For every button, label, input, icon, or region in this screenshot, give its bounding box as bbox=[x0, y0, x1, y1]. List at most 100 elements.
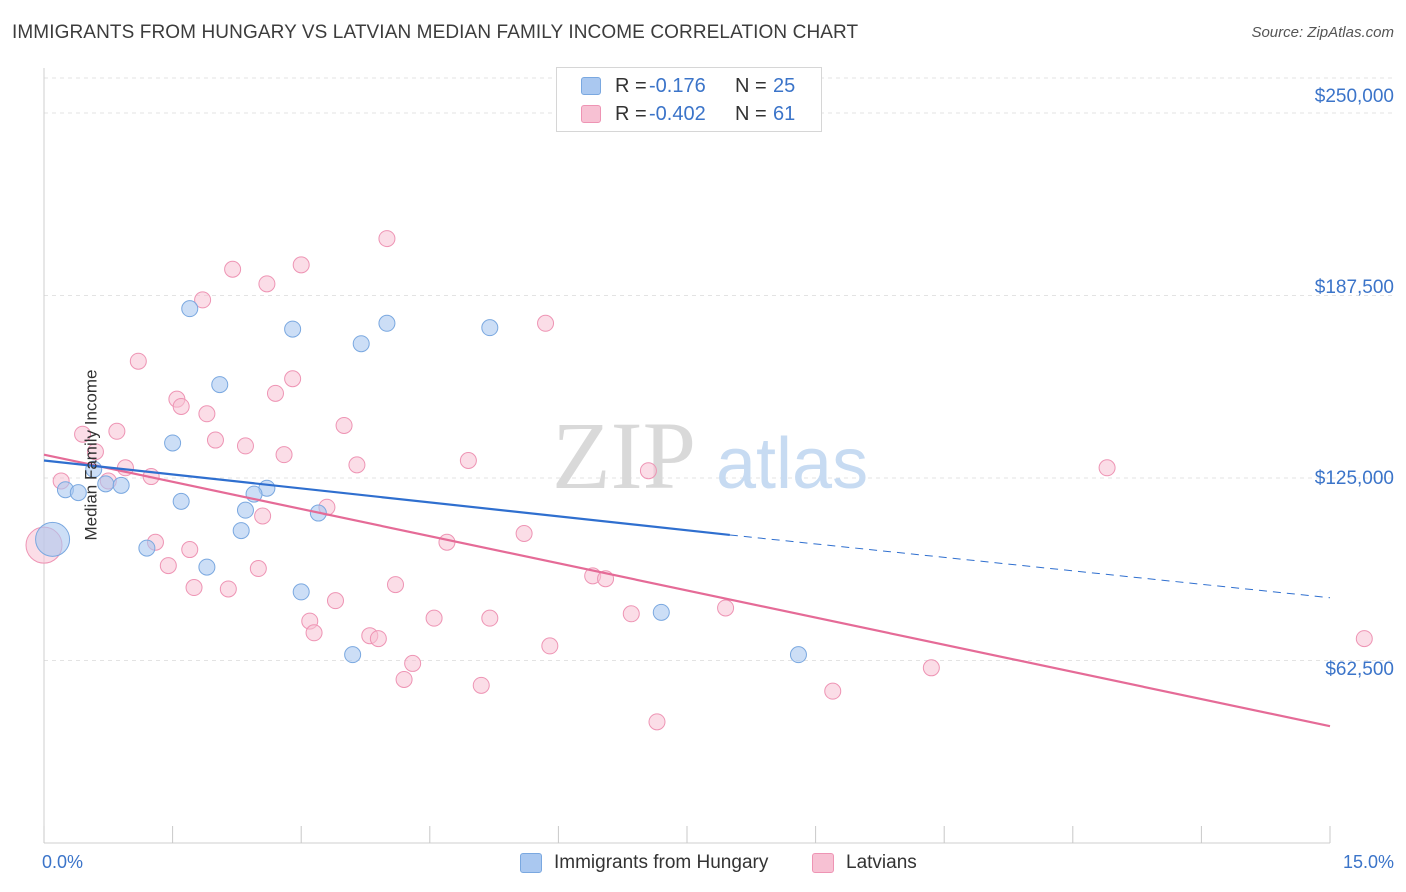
hungary-point bbox=[198, 558, 216, 576]
latvians-point bbox=[1098, 459, 1116, 477]
zipatlas-watermark: ZIP atlas bbox=[552, 402, 868, 509]
latvians-point bbox=[922, 659, 940, 677]
latvians-point bbox=[254, 507, 272, 525]
latvians-point bbox=[219, 580, 237, 598]
latvians-point bbox=[1355, 630, 1373, 648]
hungary-point bbox=[481, 319, 499, 337]
hungary-point bbox=[344, 646, 362, 664]
hungary-point bbox=[352, 335, 370, 353]
latvians-point bbox=[369, 630, 387, 648]
latvians-point bbox=[292, 256, 310, 274]
y-tick-label: $62,500 bbox=[1325, 659, 1394, 680]
x-tick-label: 0.0% bbox=[42, 852, 84, 872]
latvians-point bbox=[459, 452, 477, 469]
hungary-trend-line bbox=[43, 459, 730, 537]
legend-swatch-pink bbox=[812, 853, 834, 873]
latvians-point bbox=[185, 579, 203, 597]
latvians-point bbox=[537, 314, 555, 332]
y-tick-label: $125,000 bbox=[1314, 468, 1394, 489]
latvians-point bbox=[224, 260, 242, 278]
axes bbox=[43, 68, 1331, 844]
latvians-point bbox=[717, 599, 735, 617]
legend-r-label: R = bbox=[615, 102, 647, 125]
latvians-point bbox=[348, 456, 366, 474]
latvians-point bbox=[515, 524, 533, 542]
legend-n-label: N = bbox=[735, 74, 767, 97]
hungary-point bbox=[652, 603, 670, 621]
latvians-point bbox=[541, 637, 559, 655]
latvians-point bbox=[249, 560, 267, 578]
latvians-point bbox=[266, 384, 284, 402]
legend-item-hungary: Immigrants from Hungary bbox=[520, 852, 768, 874]
latvians-point bbox=[206, 431, 224, 449]
latvians-point bbox=[198, 405, 216, 423]
latvians-point bbox=[648, 713, 666, 731]
hungary-trend-extension bbox=[729, 534, 1331, 599]
hungary-point bbox=[236, 501, 254, 519]
latvians-point bbox=[159, 557, 177, 575]
legend-swatch-blue bbox=[581, 77, 601, 95]
hungary-point bbox=[284, 320, 302, 338]
series-legend: Immigrants from Hungary Latvians bbox=[0, 852, 1406, 876]
latvians-point bbox=[172, 397, 190, 415]
latvians-point bbox=[639, 462, 657, 480]
legend-n-label: N = bbox=[735, 102, 767, 125]
chart-title: IMMIGRANTS FROM HUNGARY VS LATVIAN MEDIA… bbox=[12, 22, 859, 43]
legend-label-latvians: Latvians bbox=[846, 852, 917, 873]
latvians-point bbox=[378, 230, 396, 248]
hungary-point bbox=[211, 376, 229, 394]
y-axis-label: Median Family Income bbox=[81, 369, 101, 541]
watermark-atlas: atlas bbox=[716, 424, 868, 504]
grid bbox=[44, 77, 1396, 662]
y-tick-label: $250,000 bbox=[1314, 86, 1394, 107]
legend-r-value: -0.402 bbox=[649, 102, 706, 125]
source-credit: Source: ZipAtlas.com bbox=[1251, 24, 1394, 41]
latvians-point bbox=[129, 352, 147, 370]
legend-n-value: 25 bbox=[773, 74, 796, 97]
correlation-legend: R = -0.176 N = 25 R = -0.402 N = 61 bbox=[556, 67, 822, 132]
hungary-point bbox=[69, 484, 87, 502]
legend-swatch-pink bbox=[581, 105, 601, 123]
latvians-point bbox=[425, 609, 443, 627]
hungary-point bbox=[138, 539, 156, 557]
latvians-point bbox=[194, 291, 212, 309]
latvians-point bbox=[335, 416, 353, 434]
latvians-point bbox=[404, 654, 422, 672]
legend-r-value: -0.176 bbox=[649, 74, 706, 97]
legend-swatch-blue bbox=[520, 853, 542, 873]
latvians-point bbox=[481, 609, 499, 627]
y-tick-label: $187,500 bbox=[1314, 277, 1394, 298]
hungary-point bbox=[164, 434, 182, 452]
hungary-point bbox=[112, 476, 130, 494]
latvians-point bbox=[181, 541, 199, 559]
legend-label-hungary: Immigrants from Hungary bbox=[554, 852, 769, 873]
latvians-point bbox=[472, 676, 490, 694]
hungary-point bbox=[378, 314, 396, 332]
latvians-point bbox=[622, 605, 640, 623]
trend-lines bbox=[43, 453, 1331, 728]
latvians-point bbox=[236, 437, 254, 455]
latvians-trend-line bbox=[43, 453, 1331, 728]
legend-row-latvians: R = -0.402 N = 61 bbox=[557, 102, 795, 126]
hungary-point bbox=[789, 646, 807, 664]
latvians-point bbox=[326, 592, 344, 610]
legend-item-latvians: Latvians bbox=[812, 852, 917, 874]
latvians-point bbox=[305, 624, 323, 642]
hungary-point bbox=[35, 521, 71, 557]
hungary-point bbox=[232, 522, 250, 540]
latvians-point bbox=[284, 370, 302, 388]
legend-r-label: R = bbox=[615, 74, 647, 97]
latvians-point bbox=[108, 422, 126, 440]
hungary-point bbox=[181, 300, 199, 318]
latvians-point bbox=[438, 533, 456, 551]
hungary-point bbox=[172, 492, 190, 510]
latvians-point bbox=[275, 446, 293, 464]
latvians-point bbox=[258, 275, 276, 293]
watermark-zip: ZIP bbox=[552, 402, 696, 509]
legend-n-value: 61 bbox=[773, 102, 796, 125]
latvians-point bbox=[86, 443, 104, 461]
latvians-point bbox=[74, 425, 92, 443]
latvians-point bbox=[824, 682, 842, 700]
hungary-point bbox=[292, 583, 310, 601]
